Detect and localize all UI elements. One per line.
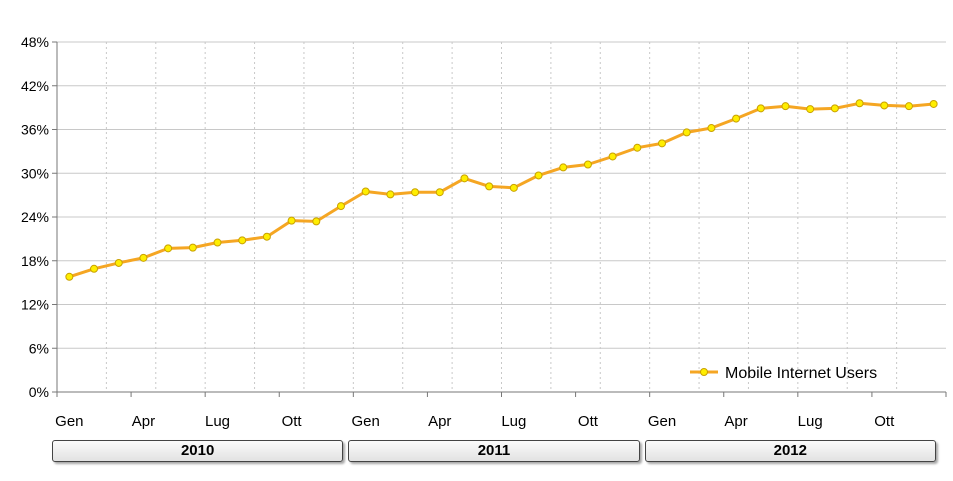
data-point [929,99,938,108]
x-tick-label: Gen [352,413,380,430]
y-tick-label: 30% [21,165,49,181]
data-point [485,182,494,191]
y-tick-label: 48% [21,34,49,50]
y-tick-label: 42% [21,78,49,94]
x-tick-label: Apr [428,413,451,430]
data-point [139,253,148,262]
data-point [682,128,691,137]
y-axis-ticks: 0% 6% 12% 18% 24% 30% 36% 42% 48% [21,34,49,400]
data-point [534,171,543,180]
data-point [114,258,123,267]
data-point [411,188,420,197]
y-tick-label: 12% [21,297,49,313]
data-point [608,152,617,161]
legend: Mobile Internet Users [690,365,877,382]
data-point [460,174,469,183]
data-point [213,238,222,247]
data-point [830,104,839,113]
data-point [164,244,173,253]
x-tick-label: Ott [578,413,599,430]
data-point [855,99,864,108]
year-label: 2010 [52,440,344,462]
data-point [756,104,765,113]
data-point [238,236,247,245]
x-tick-label: Ott [282,413,303,430]
x-tick-label: Lug [205,413,230,430]
legend-marker [700,368,708,376]
data-point [386,190,395,199]
data-point [880,101,889,110]
x-tick-label: Gen [55,413,83,430]
data-point [583,160,592,169]
x-tick-label: Gen [648,413,676,430]
data-point [732,114,741,123]
year-label: 2011 [348,440,640,462]
y-tick-label: 0% [29,384,49,400]
data-point [633,143,642,152]
data-point [707,124,716,133]
y-tick-label: 6% [29,340,49,356]
x-tick-label: Lug [501,413,526,430]
data-point [336,202,345,211]
x-tick-label: Ott [874,413,895,430]
data-point [806,105,815,114]
data-point [658,139,667,148]
y-tick-label: 18% [21,253,49,269]
data-point [312,217,321,226]
data-point [435,188,444,197]
data-point [781,102,790,111]
x-tick-label: Lug [798,413,823,430]
x-tick-label: Apr [724,413,747,430]
y-tick-label: 36% [21,122,49,138]
data-point [90,264,99,273]
data-point [287,216,296,225]
grid [57,41,946,392]
data-point [262,232,271,241]
axes [52,41,947,397]
data-point [361,187,370,196]
y-tick-label: 24% [21,209,49,225]
data-point [559,163,568,172]
data-point [509,183,518,192]
data-point [188,243,197,252]
series-mobile-internet-users [65,99,938,281]
legend-label: Mobile Internet Users [725,365,877,382]
series-line [68,101,934,279]
x-axis-ticks: Gen Apr Lug Ott Gen Apr Lug Ott Gen Apr Lug Ott [55,413,895,430]
year-label: 2012 [644,440,936,462]
data-point [65,272,74,281]
data-point [904,102,913,111]
x-tick-label: Apr [132,413,155,430]
